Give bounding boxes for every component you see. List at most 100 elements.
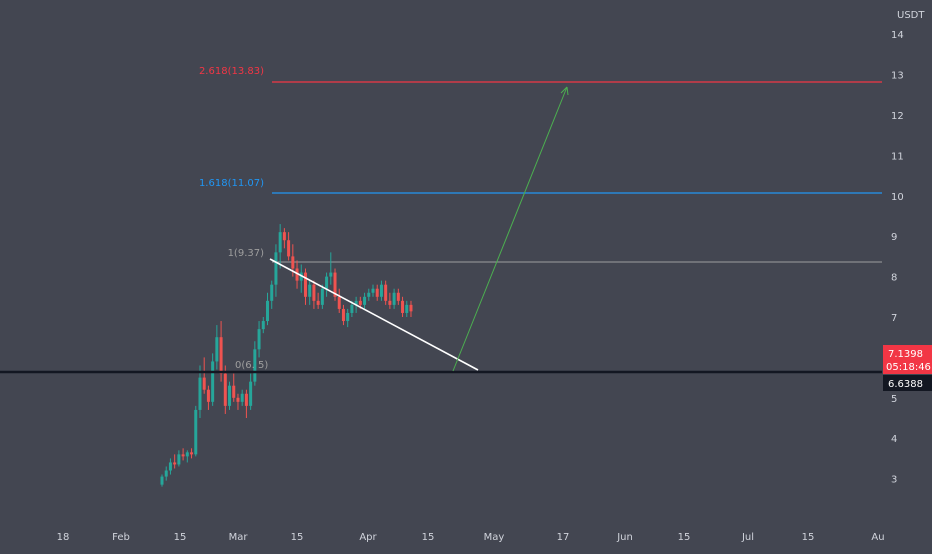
- candle-body[interactable]: [194, 409, 198, 455]
- candle-body[interactable]: [320, 288, 324, 305]
- time-axis[interactable]: 18 Feb 15 Mar 15 Apr 15 May 17 Jun 15 Jul 15 Au: [57, 532, 885, 543]
- candle-body[interactable]: [257, 329, 261, 350]
- candle-body[interactable]: [228, 385, 232, 406]
- time-tick-label: 15: [422, 532, 435, 543]
- candle-body[interactable]: [177, 454, 181, 465]
- candle-body[interactable]: [312, 284, 316, 301]
- candle-body[interactable]: [388, 300, 392, 305]
- candle-body[interactable]: [354, 300, 358, 305]
- candle-body[interactable]: [190, 452, 194, 455]
- candle-body[interactable]: [164, 470, 168, 477]
- price-tick-label: 3: [891, 475, 897, 486]
- support-price-value: 6.6388: [888, 379, 923, 390]
- time-tick-label: Au: [871, 532, 884, 543]
- candle-body[interactable]: [401, 300, 405, 313]
- fib-label-0: 0(6.: [235, 360, 255, 371]
- candle-body[interactable]: [379, 284, 383, 297]
- candle-body[interactable]: [384, 284, 388, 301]
- candle-body[interactable]: [261, 321, 265, 330]
- candle-body[interactable]: [333, 272, 337, 297]
- candle-body[interactable]: [206, 389, 210, 402]
- candle-body[interactable]: [346, 312, 350, 322]
- support-price-tag-bg: [883, 375, 932, 391]
- candle-body[interactable]: [215, 337, 219, 362]
- last-price-tag-bg: [883, 345, 932, 374]
- candle-body[interactable]: [278, 232, 282, 253]
- candle-body[interactable]: [249, 381, 253, 406]
- candle-body[interactable]: [363, 296, 367, 305]
- candle-body[interactable]: [219, 337, 223, 374]
- candle-body[interactable]: [316, 300, 320, 305]
- candle-body[interactable]: [295, 268, 299, 281]
- candle-body[interactable]: [341, 308, 345, 322]
- candle-body[interactable]: [375, 288, 379, 297]
- projection-arrow-head: [560, 86, 569, 96]
- candle-body[interactable]: [198, 377, 202, 410]
- price-tick-label: 5: [891, 394, 897, 405]
- fib-label-0-suffix: 5): [258, 360, 268, 371]
- candle-body[interactable]: [232, 385, 236, 398]
- candle-body[interactable]: [270, 284, 274, 301]
- candle-body[interactable]: [291, 256, 295, 269]
- candle-body[interactable]: [185, 452, 189, 457]
- candle-body[interactable]: [405, 304, 409, 313]
- candle-body[interactable]: [325, 276, 329, 289]
- candle-body[interactable]: [211, 361, 215, 402]
- price-tick-label: 7: [891, 313, 897, 324]
- price-tick-label: 4: [891, 434, 897, 445]
- time-tick-label: Mar: [229, 532, 249, 543]
- candle-body[interactable]: [173, 462, 177, 465]
- time-tick-label: May: [484, 532, 505, 543]
- candle-body[interactable]: [371, 288, 375, 293]
- price-axis[interactable]: USDT 3456789101112131415: [891, 0, 925, 486]
- candle-body[interactable]: [367, 292, 371, 297]
- time-tick-label: 15: [678, 532, 691, 543]
- candle-body[interactable]: [181, 454, 185, 457]
- candle-body[interactable]: [282, 232, 286, 241]
- time-tick-label: Feb: [112, 532, 130, 543]
- time-tick-label: Jun: [616, 532, 633, 543]
- fib-label-2618: 2.618(13.83): [199, 66, 264, 77]
- price-tick-label: 12: [891, 111, 904, 122]
- candle-body[interactable]: [396, 292, 400, 301]
- candle-body[interactable]: [223, 373, 227, 406]
- time-tick-label: 15: [802, 532, 815, 543]
- candle-body[interactable]: [329, 272, 333, 277]
- candle-body[interactable]: [202, 377, 206, 390]
- candle-body[interactable]: [240, 393, 244, 402]
- time-tick-label: Jul: [741, 532, 754, 543]
- last-price-tag: 7.1398 05:18:46: [883, 345, 932, 374]
- candle-body[interactable]: [266, 300, 269, 322]
- fib-label-1: 1(9.37): [228, 248, 265, 259]
- candle-body[interactable]: [303, 272, 307, 297]
- candle-body[interactable]: [287, 240, 291, 257]
- projection-arrow-line[interactable]: [452, 86, 568, 372]
- time-tick-label: Apr: [359, 532, 377, 543]
- candle-body[interactable]: [244, 393, 248, 406]
- candle-body[interactable]: [409, 304, 413, 312]
- candle-body[interactable]: [299, 272, 303, 281]
- candle-body[interactable]: [392, 292, 396, 305]
- price-tick-label: 14: [891, 30, 904, 41]
- last-price-value: 7.1398: [888, 349, 923, 360]
- trendline[interactable]: [269, 258, 479, 371]
- candle-body[interactable]: [337, 296, 341, 309]
- candle-body[interactable]: [308, 284, 312, 297]
- candle-body[interactable]: [358, 300, 362, 305]
- candle-body[interactable]: [350, 304, 354, 313]
- candle-body[interactable]: [236, 397, 240, 402]
- price-tick-label: 10: [891, 192, 904, 203]
- candles-group: [160, 224, 413, 487]
- currency-label: USDT: [897, 10, 925, 21]
- candle-body[interactable]: [168, 462, 172, 471]
- candle-body[interactable]: [160, 476, 164, 485]
- candle-body[interactable]: [274, 252, 278, 285]
- time-tick-label: 18: [57, 532, 70, 543]
- candle-body[interactable]: [253, 349, 257, 382]
- price-tick-label: 9: [891, 232, 897, 243]
- time-tick-label: 17: [557, 532, 570, 543]
- price-tick-label: 13: [891, 71, 904, 82]
